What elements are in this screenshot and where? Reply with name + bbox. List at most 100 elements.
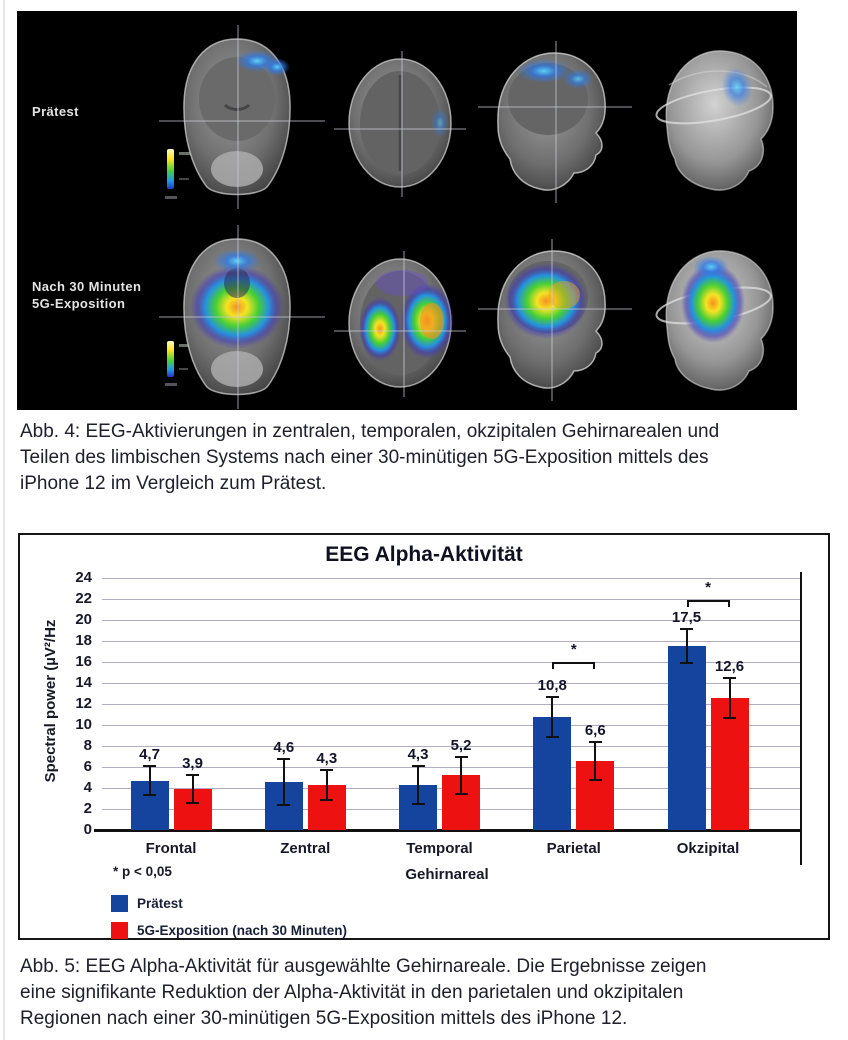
error-bar-cap <box>588 778 602 781</box>
brain-scan-axial-exposition <box>334 251 466 397</box>
fig4-brain-scan-panel: Prätest <box>17 11 797 410</box>
brain-scan-sagittal-pretest <box>478 41 632 203</box>
error-bar <box>685 629 688 664</box>
gridline <box>102 577 800 579</box>
brain-scan-3d-exposition <box>655 250 774 391</box>
x-axis-category-label: Frontal <box>145 840 197 857</box>
y-axis-tick-label: 8 <box>83 737 92 754</box>
brain-scan-3d-pretest <box>655 50 774 191</box>
error-bar <box>325 770 328 800</box>
x-axis-category-label: Temporal <box>406 840 473 857</box>
y-axis-tick-label: 6 <box>83 758 92 775</box>
fig5-caption-line3: Regionen nach einer 30-minütigen 5G-Expo… <box>20 1008 628 1029</box>
error-bar-cap <box>186 801 199 804</box>
error-bar-cap <box>723 716 736 719</box>
legend-item-exposition: 5G-Exposition (nach 30 Minuten) <box>111 922 347 939</box>
plot-right-border <box>800 572 802 865</box>
legend-label-pretest: Prätest <box>137 896 183 911</box>
plot-area: 0 2 4 6 8 10 12 14 16 18 20 22 24 Frontal 4,7 3,9 Zentra… <box>20 535 828 938</box>
fig4-brain-scan-image: Prätest <box>32 25 774 409</box>
error-bar-cap <box>545 695 559 698</box>
x-axis-category-label: Parietal <box>546 840 601 857</box>
bar-value-label: 10,8 <box>537 676 567 694</box>
error-bar-cap <box>680 662 693 665</box>
error-bar-cap <box>320 769 334 772</box>
significance-bracket <box>686 600 730 603</box>
gridline <box>102 682 800 684</box>
x-axis-category-label: Zentral <box>280 840 331 857</box>
y-axis-tick-label: 20 <box>75 611 92 628</box>
bar-value-label: 5,2 <box>450 736 472 754</box>
y-axis-tick-label: 2 <box>83 800 92 817</box>
y-axis-tick-label: 16 <box>75 653 92 670</box>
significance-star: * <box>705 579 711 597</box>
error-bar-cap <box>545 735 559 738</box>
legend-label-exposition: 5G-Exposition (nach 30 Minuten) <box>137 923 348 938</box>
error-bar-cap <box>411 764 425 767</box>
y-axis-tick-label: 24 <box>75 569 92 586</box>
chart-title: EEG Alpha-Aktivität <box>325 543 523 566</box>
y-axis-tick-label: 0 <box>83 821 92 838</box>
gridline <box>102 598 800 600</box>
y-axis-tick-label: 18 <box>75 632 92 649</box>
page-edge-artifact <box>3 0 5 1040</box>
y-axis-tick-label: 10 <box>75 716 92 733</box>
brain-scan-coronal-pretest <box>159 25 325 209</box>
gridline <box>102 766 800 768</box>
bar-okzipital-pretest <box>667 646 706 830</box>
activation-colorbar-row1 <box>165 149 195 199</box>
x-axis-line <box>94 829 802 832</box>
gridline <box>102 724 800 726</box>
fig5-bar-chart: EEG Alpha-Aktivität Spectral power (µV²/… <box>18 533 830 940</box>
brain-scan-sagittal-exposition <box>478 239 632 401</box>
gridline <box>102 640 800 642</box>
y-axis-tick-label: 22 <box>75 590 92 607</box>
error-bar-cap <box>186 774 199 777</box>
activation-colorbar-row2 <box>165 341 193 386</box>
error-bar-cap <box>277 757 291 760</box>
y-axis-tick-label: 4 <box>83 779 92 796</box>
bar-okzipital-exposition <box>710 697 749 830</box>
bar-value-label: 4,6 <box>273 738 295 756</box>
error-bar <box>551 696 554 737</box>
error-bar-cap <box>723 676 736 679</box>
significance-bracket-end <box>593 662 596 669</box>
bar-value-label: 4,3 <box>407 745 429 763</box>
error-bar-cap <box>454 755 468 758</box>
significance-bracket <box>552 662 596 664</box>
error-bar-cap <box>143 794 156 797</box>
bar-value-label: 6,6 <box>584 721 606 739</box>
error-bar-cap <box>588 740 602 743</box>
significance-bracket-end <box>727 600 730 608</box>
error-bar <box>594 741 597 780</box>
fig5-caption-line2: eine signifikante Reduktion der Alpha-Ak… <box>20 982 684 1003</box>
fig4-caption-line1: Abb. 4: EEG-Aktivierungen in zentralen, … <box>20 421 720 442</box>
fig4-caption-line3: iPhone 12 im Vergleich zum Prätest. <box>20 473 327 494</box>
gridline <box>102 619 800 621</box>
significance-star: * <box>570 641 577 658</box>
fig4-row2-label-line2: 5G-Exposition <box>32 296 125 311</box>
gridline <box>102 745 800 747</box>
bar-value-label: 4,3 <box>316 750 338 768</box>
error-bar-cap <box>411 802 425 805</box>
error-bar <box>191 775 194 803</box>
error-bar-cap <box>454 793 468 796</box>
fig4-caption-line2: Teilen des limbischen Systems nach einer… <box>20 447 709 468</box>
fig5-caption-line1: Abb. 5: EEG Alpha-Aktivität für ausgewäh… <box>20 956 707 977</box>
gridline <box>102 661 800 663</box>
significance-bracket-end <box>552 662 555 669</box>
legend-swatch-blue <box>111 895 128 912</box>
error-bar-cap <box>320 798 334 801</box>
error-bar <box>148 765 151 796</box>
fig4-row1-label: Prätest <box>32 104 79 119</box>
bar-value-label: 17,5 <box>671 609 702 627</box>
brain-scan-axial-pretest <box>334 51 466 197</box>
significance-bracket-end <box>686 600 689 608</box>
error-bar <box>460 756 462 795</box>
error-bar-cap <box>143 764 156 767</box>
error-bar <box>728 677 731 718</box>
bar-value-label: 3,9 <box>182 755 203 773</box>
fig5-caption: Abb. 5: EEG Alpha-Aktivität für ausgewäh… <box>20 954 707 1032</box>
legend-swatch-red <box>111 922 128 939</box>
